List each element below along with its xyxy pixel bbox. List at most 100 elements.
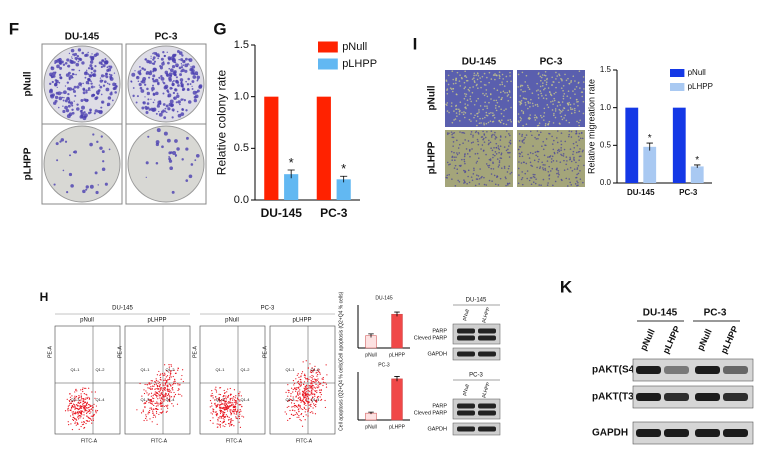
cell [544, 167, 546, 170]
cell [578, 70, 581, 73]
event [302, 396, 305, 398]
y-tick-label: 1.5 [234, 39, 249, 51]
cell [492, 156, 494, 159]
event [81, 411, 83, 413]
event [302, 408, 304, 411]
cell [543, 112, 546, 114]
cell [556, 130, 559, 132]
event [82, 398, 84, 400]
colony [178, 58, 180, 61]
cell [458, 80, 461, 82]
event [153, 385, 155, 387]
cell [465, 148, 468, 150]
cell [492, 162, 494, 165]
event [95, 412, 97, 414]
colony [179, 78, 184, 82]
cell [507, 148, 509, 151]
event [309, 371, 311, 373]
cell [489, 141, 492, 144]
event [287, 419, 289, 421]
cell [509, 172, 511, 175]
event [299, 418, 301, 421]
event [76, 411, 78, 414]
cell [534, 104, 537, 106]
cell [577, 104, 579, 107]
cell [459, 85, 462, 87]
event [78, 396, 81, 398]
cell [530, 98, 532, 101]
event [238, 411, 240, 413]
cell [561, 101, 564, 103]
event [160, 401, 162, 403]
cell [470, 120, 472, 122]
x-tick-label: pLHPP [389, 352, 406, 358]
colony [185, 80, 187, 83]
cell [577, 172, 580, 175]
event [83, 408, 85, 410]
event [233, 411, 235, 413]
cell [494, 107, 497, 109]
event [170, 396, 173, 398]
colony [82, 189, 86, 194]
event [166, 380, 168, 382]
event [95, 405, 97, 407]
cell [493, 174, 496, 177]
cell [550, 161, 553, 163]
cell [567, 90, 570, 93]
event [235, 403, 237, 405]
event [160, 397, 163, 400]
cell [485, 111, 488, 114]
event [75, 399, 77, 401]
colony [61, 92, 63, 94]
event [319, 372, 321, 374]
cell [520, 151, 523, 154]
cell [521, 133, 524, 136]
event [320, 398, 323, 401]
cell [519, 119, 522, 122]
event [298, 384, 301, 386]
panel-label: G [213, 19, 226, 38]
cell [563, 159, 565, 162]
quadrant-label: Q1-4 [96, 397, 106, 402]
event [315, 403, 317, 406]
y-tick-label: 1.5 [600, 65, 612, 74]
event [91, 391, 93, 393]
cell [500, 167, 503, 169]
event [316, 397, 318, 399]
cell [569, 97, 572, 99]
cell [505, 184, 507, 187]
cell [468, 118, 471, 121]
event [89, 409, 91, 411]
band [478, 410, 496, 416]
event [172, 384, 174, 386]
colony [142, 79, 144, 81]
blot [452, 398, 501, 420]
event [307, 402, 309, 405]
event [170, 376, 172, 378]
x-tick-label: pNull [365, 352, 376, 358]
cell [449, 163, 451, 166]
colony [145, 73, 148, 75]
colony [73, 61, 76, 64]
colony [103, 80, 107, 84]
event [80, 395, 82, 397]
event [177, 389, 179, 392]
colony [100, 61, 103, 64]
event [303, 383, 305, 385]
event [235, 395, 237, 397]
colony [96, 92, 100, 96]
colony [86, 69, 88, 71]
colony [152, 56, 156, 60]
cell [543, 74, 546, 77]
event [306, 401, 309, 403]
chart-title: DU-145 [375, 295, 392, 301]
cell [565, 119, 568, 122]
cell [481, 75, 484, 78]
x-axis-label: FITC-A [151, 438, 168, 444]
event [73, 417, 76, 420]
column-label: PC-3 [155, 32, 178, 43]
event [177, 382, 179, 385]
colony [152, 79, 156, 83]
cell [464, 92, 466, 95]
cell [459, 101, 462, 103]
